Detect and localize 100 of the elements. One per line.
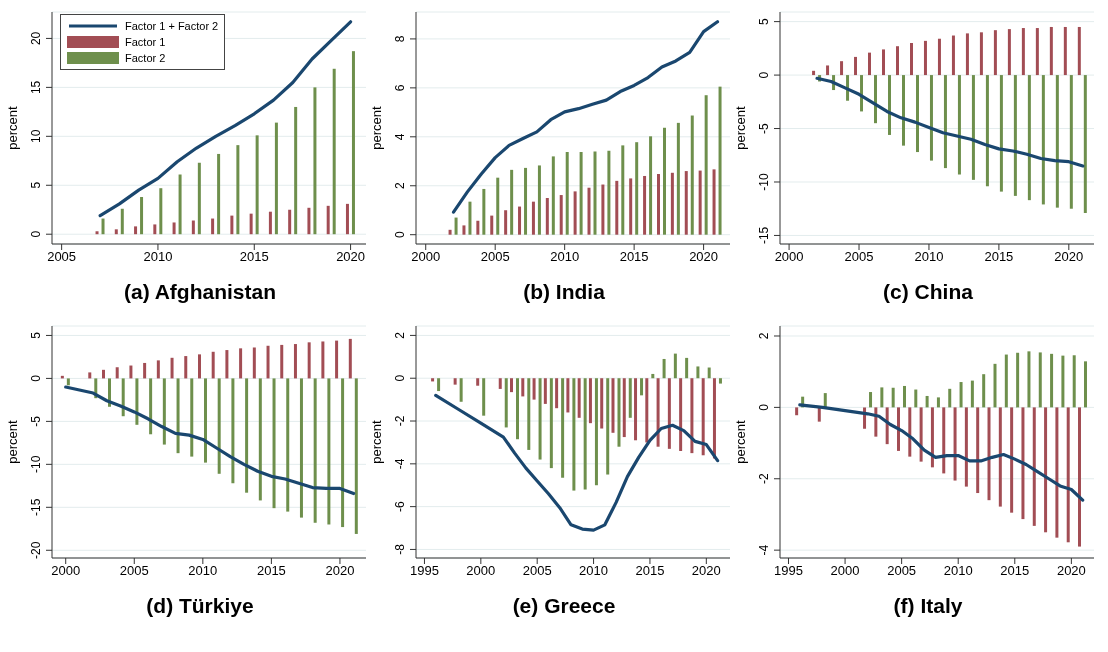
legend-label: Factor 2 [125,52,166,64]
bar [496,177,500,235]
x-tick-label: 2005 [47,249,77,265]
y-tick-label: -2 [393,415,407,427]
bar [1050,353,1054,408]
bar [1063,26,1067,76]
bar [679,378,683,451]
bar [345,203,349,235]
bar [929,75,933,161]
x-tick-label: 2015 [984,249,1014,265]
line-series [451,20,720,214]
bar [606,378,610,475]
bar [914,389,918,408]
x-tick-label: 1995 [410,563,439,579]
bar [516,378,520,440]
bar [66,378,70,386]
bar [524,167,528,235]
bar [459,378,463,402]
bar [236,145,240,235]
bar [531,201,535,235]
y-tick-label: 2 [757,332,771,340]
bar [121,378,125,417]
y-tick-label: 0 [29,230,43,238]
bar [504,378,508,428]
bar [976,407,980,494]
y-tick-label: 5 [29,181,43,189]
line-series [815,76,1085,168]
bar [628,378,632,418]
y-tick-label: -4 [393,458,407,470]
y-axis-title: percent [732,105,748,150]
bar [869,392,873,408]
bar [1055,407,1059,538]
y-tick-label: 8 [393,35,407,43]
bar [321,341,325,379]
bar [468,201,472,235]
bar [521,378,525,397]
y-tick-label: 0 [757,403,771,411]
bar [197,354,201,379]
bar [272,378,276,509]
y-tick-label: 6 [393,84,407,92]
y-axis-title: percent [732,419,748,464]
bar [583,378,587,490]
bar [294,106,298,235]
y-tick-label: 0 [757,71,771,79]
y-tick-label: -10 [29,455,43,474]
bar [1061,355,1065,408]
bar [622,378,626,438]
bar [701,378,705,456]
bar [510,378,514,393]
bar [1021,407,1025,520]
text: (c) China [882,280,974,305]
bar [930,407,934,468]
y-tick-label: 20 [29,31,43,46]
bar [645,378,649,443]
y-axis-title: percent [4,105,20,150]
y-tick-label: -6 [393,500,407,512]
bar [476,220,480,235]
bar [351,51,355,235]
bar [685,357,689,379]
bar [670,172,674,235]
bar [538,378,542,460]
y-tick-label: -10 [757,172,771,191]
bar [498,378,502,389]
bar [1044,407,1048,533]
bar [868,52,872,76]
bar [707,367,711,379]
bar [970,380,974,408]
bar [957,75,961,175]
bar [874,407,878,437]
text: (e) Greece [511,594,617,619]
bar [1078,407,1082,547]
bar [964,407,968,487]
bar [203,378,207,463]
bar [572,378,576,491]
bar [518,206,522,235]
line-series [434,393,720,532]
bar [936,397,940,408]
x-tick-label: 2005 [887,563,917,579]
bar [1027,75,1031,201]
bar [354,378,358,534]
y-axis-title: percent [368,105,384,150]
x-tick-label: 2010 [914,249,944,265]
x-tick-label: 2005 [119,563,149,579]
bar [712,169,716,235]
x-tick-label: 1995 [774,563,803,579]
bar [880,387,884,408]
bar [600,378,604,429]
bar [587,187,591,235]
bar [854,56,858,76]
bar [943,75,947,169]
bar [114,229,118,235]
bar [326,205,330,235]
text: (b) India [522,280,606,305]
x-tick-label: 2015 [1000,563,1030,579]
bar [537,165,541,235]
line-series [64,385,356,496]
bar [313,378,317,523]
bar [1041,75,1045,205]
bar [993,363,997,408]
bar [915,75,919,153]
